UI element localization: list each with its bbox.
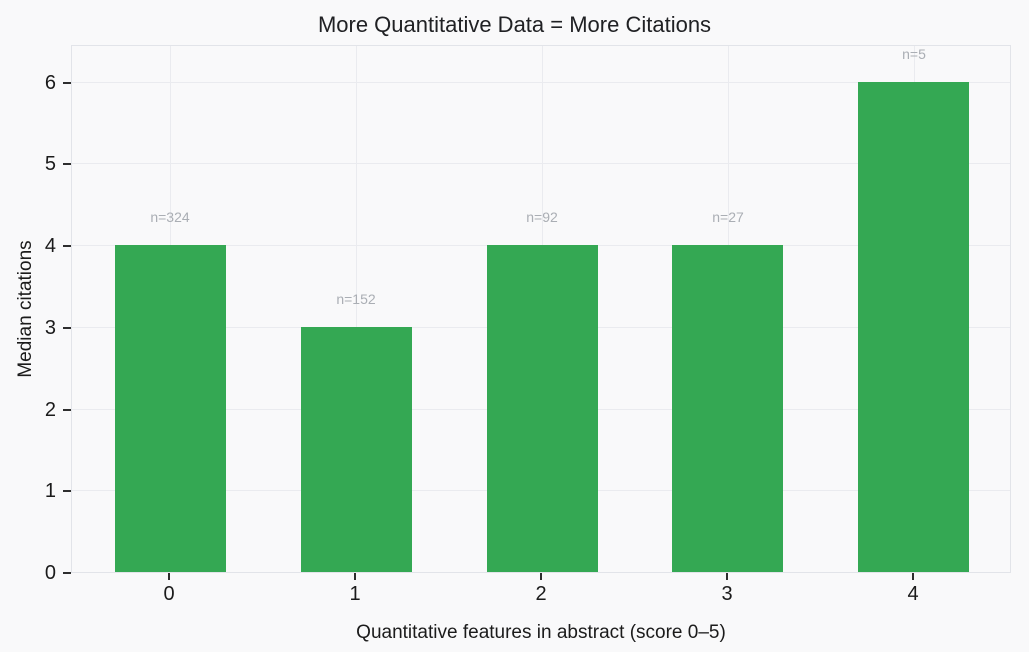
y-tick-mark	[63, 81, 71, 84]
y-tick-label: 5	[44, 153, 56, 176]
y-tick-mark	[63, 572, 71, 574]
x-tick-label: 3	[721, 583, 733, 605]
bar	[672, 245, 783, 572]
x-tick-label: 2	[535, 583, 547, 605]
x-tick-mark	[540, 573, 542, 580]
bar	[301, 327, 412, 572]
bar	[115, 245, 226, 572]
h-gridline	[72, 81, 1010, 83]
x-tick-label: 1	[349, 583, 361, 605]
v-gridline	[356, 46, 357, 572]
bar	[487, 245, 598, 572]
y-tick-mark	[63, 490, 71, 493]
x-tick-mark	[354, 573, 356, 580]
y-axis-label: Median citations	[15, 240, 36, 378]
chart-title: More Quantitative Data = More Citations	[317, 12, 712, 37]
x-tick-mark	[912, 573, 914, 580]
y-tick-label: 4	[44, 235, 56, 258]
bar-count-label: n=92	[526, 209, 558, 225]
y-tick-label: 3	[44, 316, 56, 339]
bar-count-label: n=27	[712, 209, 744, 225]
y-tick-mark	[63, 326, 71, 329]
x-axis-label: Quantitative features in abstract (score…	[356, 622, 726, 643]
plot-area: n=324 n=152 n=92 n=27 n=5	[71, 45, 1011, 573]
y-tick-label: 0	[44, 562, 56, 584]
y-tick-label: 1	[44, 480, 56, 503]
y-tick-mark	[63, 245, 71, 248]
x-tick-mark	[168, 573, 170, 580]
bar-count-label: n=5	[902, 46, 926, 62]
y-tick-mark	[63, 163, 71, 166]
y-tick-label: 2	[44, 398, 56, 421]
y-tick-mark	[63, 408, 71, 411]
y-tick-label: 6	[44, 71, 56, 94]
x-tick-label: 0	[163, 583, 175, 605]
bar	[858, 82, 969, 572]
bar-count-label: n=152	[336, 291, 376, 307]
x-tick-mark	[726, 573, 728, 580]
h-gridline	[72, 163, 1010, 165]
bar-count-label: n=324	[150, 209, 190, 225]
x-tick-label: 4	[907, 583, 919, 605]
